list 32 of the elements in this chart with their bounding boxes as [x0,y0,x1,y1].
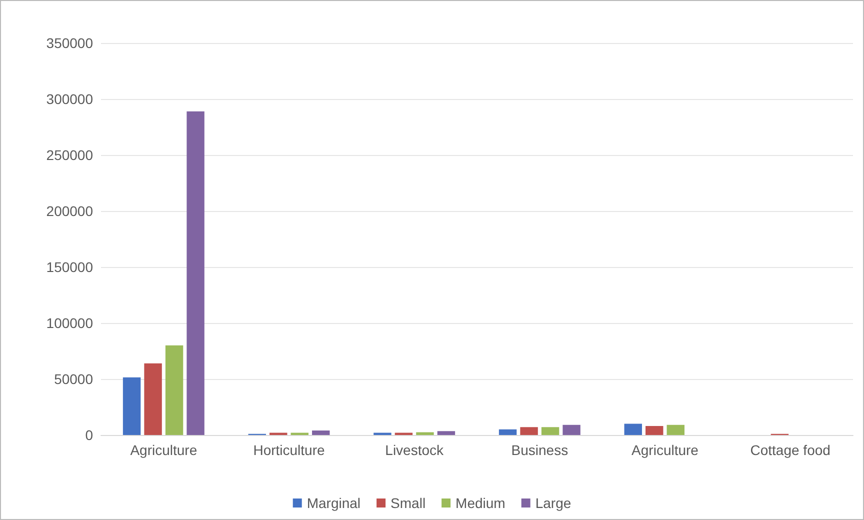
x-tick-label: Business [511,442,568,458]
legend-label: Medium [456,495,506,511]
bar [165,345,184,435]
y-tick-label: 150000 [46,259,94,275]
bar [562,424,580,435]
y-tick-label: 200000 [46,203,94,219]
x-tick-label: Cottage food [750,442,830,458]
y-tick-label: 300000 [46,91,94,107]
bar [541,427,560,435]
bar [498,429,517,435]
x-tick-label: Livestock [385,442,445,458]
y-tick-label: 350000 [46,35,94,51]
bar [666,424,684,435]
legend-label: Marginal [306,495,361,511]
bar [624,424,642,435]
y-tick-label: 50000 [54,371,94,387]
bar [437,431,456,435]
bar [144,363,162,435]
y-tick-label: 0 [85,427,94,443]
y-tick-label: 250000 [46,147,94,163]
bar [186,111,204,435]
x-tick-label: Agriculture [632,442,699,458]
x-tick-label: Agriculture [130,442,198,458]
x-tick-label: Horticulture [253,442,325,458]
legend-label: Large [535,495,572,511]
y-tick-label: 100000 [46,315,94,331]
bar [646,426,664,435]
bar [312,430,330,435]
legend-label: Small [390,495,426,511]
bar [122,377,141,435]
bar [520,427,538,435]
bar [416,432,434,435]
